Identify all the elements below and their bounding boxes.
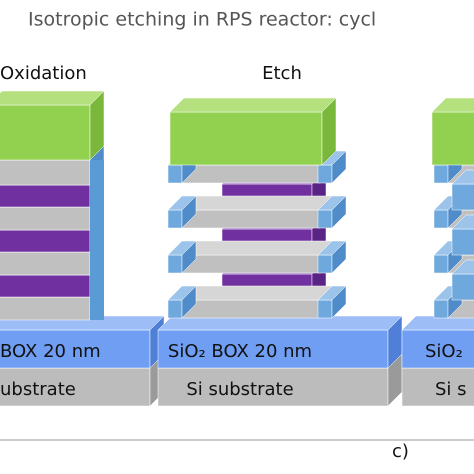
block-top [179, 285, 335, 301]
block-side [331, 150, 347, 184]
block-top [169, 97, 337, 113]
substrate-label: Si substrate [186, 379, 293, 400]
block-side [89, 90, 105, 161]
block-front [317, 299, 333, 319]
block-top [179, 195, 335, 211]
block-front [167, 209, 183, 229]
structures [0, 90, 474, 407]
block-front [179, 299, 321, 319]
block-front [167, 254, 183, 274]
block-front [451, 273, 474, 301]
block-top [431, 97, 474, 113]
block-front [167, 164, 183, 184]
block-front [0, 184, 91, 208]
title: Isotropic etching in RPS reactor: cycl [28, 9, 376, 31]
block-front [157, 329, 389, 369]
block-front [0, 274, 91, 298]
caption: c) [392, 441, 409, 462]
block-front [0, 104, 91, 161]
block-top [179, 240, 335, 256]
block-front [0, 229, 91, 253]
block-side [321, 97, 337, 166]
substrate-label: ubstrate [0, 379, 76, 400]
block-front [451, 183, 474, 211]
block-side [331, 195, 347, 229]
block-side [331, 240, 347, 274]
block-front [0, 367, 151, 407]
block-front [317, 209, 333, 229]
oxide-side [90, 160, 104, 320]
block-front [0, 206, 91, 231]
block-front [433, 254, 449, 274]
block-top [451, 169, 474, 185]
block-front [179, 164, 321, 184]
block-side [181, 195, 197, 229]
box-label: BOX 20 nm [0, 341, 101, 362]
block-front [167, 299, 183, 319]
block-front [451, 228, 474, 256]
block-front [401, 329, 474, 369]
block-top [401, 315, 474, 331]
substrate-label: Si s [435, 379, 467, 400]
block-front [433, 299, 449, 319]
panel-label: Oxidation [0, 63, 87, 84]
box-label: SiO₂ [425, 341, 463, 362]
block-side [331, 285, 347, 319]
block-front [431, 111, 474, 166]
block-top [451, 214, 474, 230]
block-front [317, 254, 333, 274]
block-front [0, 296, 91, 321]
block-top [451, 259, 474, 275]
block-front [433, 164, 449, 184]
block-front [317, 164, 333, 184]
block-top [0, 90, 105, 106]
block-front [433, 209, 449, 229]
block-front [0, 159, 91, 186]
block-side [181, 285, 197, 319]
block-front [169, 111, 323, 166]
block-front [179, 209, 321, 229]
block-side [181, 240, 197, 274]
block-front [179, 254, 321, 274]
box-label: SiO₂ BOX 20 nm [168, 341, 312, 362]
block-front [0, 251, 91, 276]
panel-label: Etch [262, 63, 302, 84]
